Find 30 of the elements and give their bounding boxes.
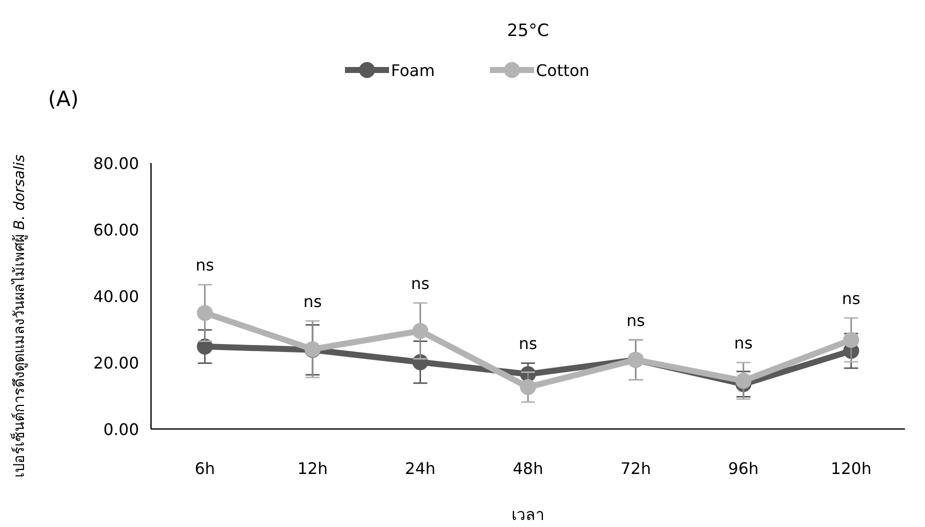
x-tick-label: 120h <box>830 459 872 478</box>
point <box>843 332 860 348</box>
y-tick-label: 80.00 <box>93 154 139 173</box>
point <box>412 322 428 339</box>
x-axis-title: เวลา <box>512 505 544 524</box>
annotation: ns <box>518 334 538 354</box>
x-tick-label: 6h <box>194 459 216 478</box>
point <box>735 372 752 389</box>
legend-label: Cotton <box>536 61 590 80</box>
legend-label: Foam <box>391 61 435 80</box>
y-tick-label: 60.00 <box>93 220 139 240</box>
x-tick-label: 72h <box>620 459 651 478</box>
annotation: ns <box>626 310 645 330</box>
point <box>196 304 213 321</box>
annotation: ns <box>196 256 214 275</box>
x-tick-label: 12h <box>297 459 328 478</box>
chart-title: 25°C <box>506 21 550 41</box>
y-tick-label: 40.00 <box>93 287 139 306</box>
x-tick-label: 96h <box>728 459 759 478</box>
y-tick-label: 0.00 <box>103 420 139 439</box>
x-tick-label: 24h <box>405 459 436 478</box>
text: (A) <box>48 87 79 111</box>
annotation: ns <box>411 274 430 293</box>
annotation: ns <box>303 292 322 311</box>
x-tick-label: 48h <box>512 459 544 478</box>
annotation: ns <box>842 288 860 308</box>
point <box>520 379 536 396</box>
y-axis-title: เปอร์เซ็นต์การดึงดูดแมลงวันผลไม้เพศผู้ B. dorsalis <box>9 154 28 478</box>
annotation: ns <box>734 334 753 352</box>
y-tick-label: 20.00 <box>93 354 139 372</box>
